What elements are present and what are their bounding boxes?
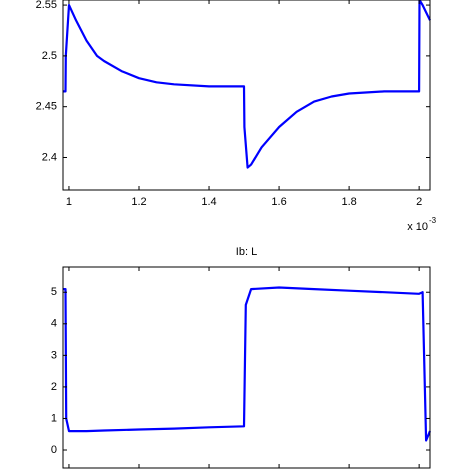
y-tick-label: 2 xyxy=(51,381,57,393)
x-multiplier-exponent: -3 xyxy=(429,216,437,225)
data-line xyxy=(63,286,432,442)
y-tick-label: 0 xyxy=(51,444,57,456)
x-tick-label: 1.2 xyxy=(131,196,146,208)
x-tick-label: 1.8 xyxy=(341,196,356,208)
x-tick-label: 2 xyxy=(416,196,422,208)
chart-title: Ib: L xyxy=(236,246,257,258)
y-tick-label: 1 xyxy=(51,412,57,424)
x-multiplier: x 10 xyxy=(407,221,428,233)
y-tick-label: 5 xyxy=(51,286,57,298)
y-tick-label: 2.5 xyxy=(42,50,57,62)
axes-box xyxy=(62,266,431,469)
y-tick-label: 3 xyxy=(51,349,57,361)
data-line xyxy=(63,0,431,169)
plot-area xyxy=(63,267,430,468)
y-tick-label: 2.4 xyxy=(42,151,57,163)
y-tick-label: 2.45 xyxy=(36,101,57,113)
x-tick-label: 1.4 xyxy=(201,196,216,208)
y-tick-label: 4 xyxy=(51,318,57,330)
y-tick-label: 2.55 xyxy=(36,0,57,11)
x-tick-label: 1.6 xyxy=(271,196,286,208)
axes-box xyxy=(62,0,431,191)
x-tick-label: 1 xyxy=(66,196,72,208)
